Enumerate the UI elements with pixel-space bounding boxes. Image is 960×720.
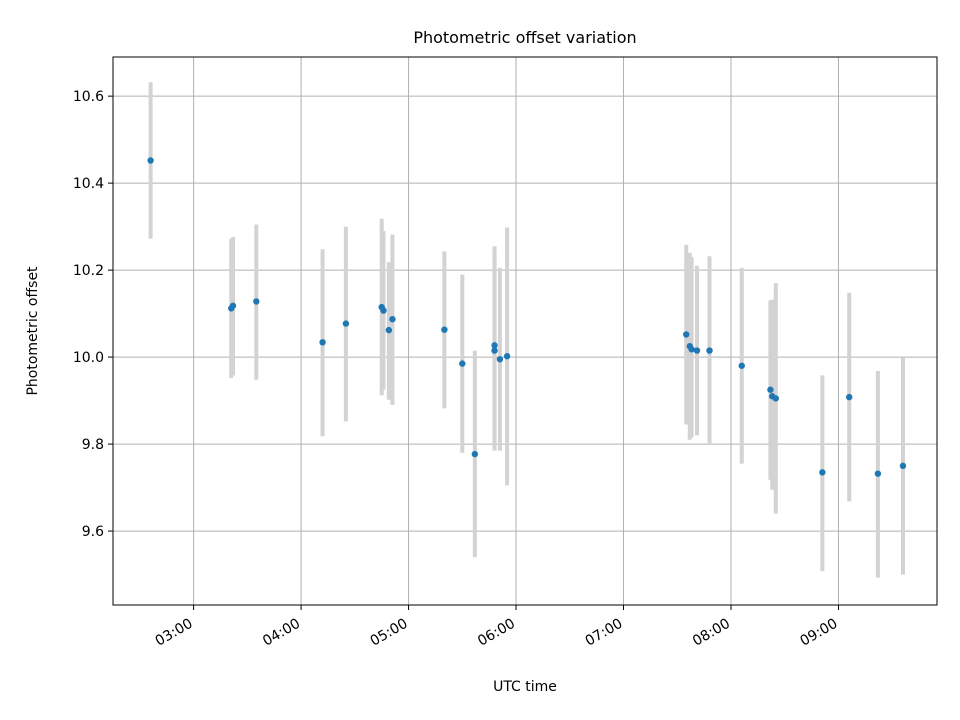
data-point (706, 347, 713, 354)
data-point (342, 320, 350, 327)
data-point (683, 331, 690, 338)
data-point (874, 470, 882, 477)
x-axis-label: UTC time (493, 679, 557, 695)
y-tick-label: 10.6 (73, 89, 104, 105)
y-axis-ticks: 9.6 9.8 10.0 10.2 10.4 10.6 (73, 89, 113, 540)
data-point (819, 469, 826, 476)
data-point (503, 353, 511, 360)
y-tick-label: 10.0 (73, 350, 104, 366)
data-point (767, 386, 774, 393)
data-point (459, 360, 466, 367)
y-tick-label: 10.4 (73, 176, 104, 192)
data-point (846, 393, 853, 401)
data-point (688, 346, 695, 353)
y-axis-label: Photometric offset (25, 266, 41, 396)
data-point (147, 157, 154, 164)
data-point (253, 298, 260, 305)
data-point (491, 347, 498, 354)
grid (113, 57, 937, 605)
data-point (229, 302, 237, 309)
data-point (496, 356, 504, 363)
data-point (899, 462, 907, 470)
data-point (471, 450, 479, 458)
y-tick-label: 9.8 (82, 437, 104, 453)
y-tick-label: 9.6 (82, 524, 104, 540)
data-point (385, 326, 393, 334)
data-point (693, 347, 701, 354)
data-point (491, 342, 498, 349)
data-point (772, 395, 779, 402)
data-point (389, 316, 396, 323)
data-point (319, 339, 326, 346)
plot-frame (112, 56, 938, 606)
y-tick-label: 10.2 (73, 263, 104, 279)
data-point (738, 362, 745, 369)
data-point (441, 326, 448, 333)
data-points (147, 157, 907, 477)
chart-title: Photometric offset variation (413, 28, 636, 47)
data-point (380, 307, 387, 314)
